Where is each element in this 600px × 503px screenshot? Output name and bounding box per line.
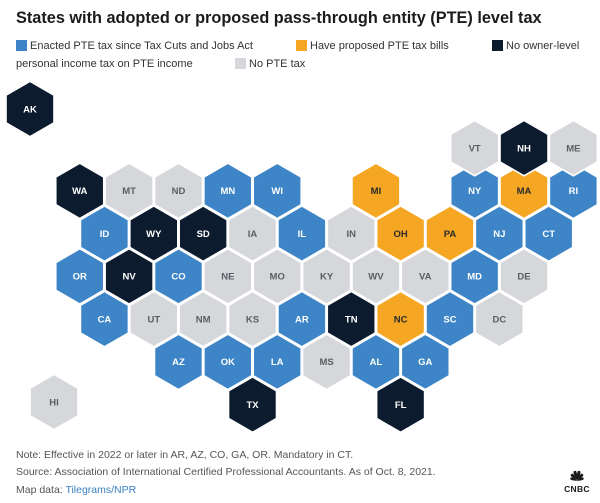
svg-text:NH: NH [517, 143, 531, 154]
svg-text:NE: NE [221, 272, 234, 283]
svg-text:MT: MT [122, 186, 136, 197]
svg-text:CO: CO [171, 272, 185, 283]
svg-text:HI: HI [49, 397, 59, 408]
svg-text:FL: FL [395, 400, 407, 411]
svg-text:RI: RI [569, 186, 579, 197]
svg-text:VT: VT [469, 143, 481, 154]
svg-text:CA: CA [98, 314, 112, 325]
svg-text:AR: AR [295, 314, 309, 325]
svg-text:WI: WI [271, 186, 283, 197]
svg-text:NY: NY [468, 186, 482, 197]
svg-text:TN: TN [345, 314, 358, 325]
svg-text:MS: MS [319, 357, 333, 368]
svg-text:TX: TX [246, 400, 259, 411]
svg-text:OH: OH [393, 229, 407, 240]
svg-text:LA: LA [271, 357, 284, 368]
svg-text:NV: NV [123, 272, 137, 283]
svg-text:NM: NM [196, 314, 211, 325]
svg-text:SD: SD [197, 229, 210, 240]
svg-text:IN: IN [347, 229, 357, 240]
svg-text:KY: KY [320, 272, 334, 283]
svg-text:MA: MA [517, 186, 532, 197]
svg-text:MI: MI [371, 186, 382, 197]
svg-text:ID: ID [100, 229, 110, 240]
svg-text:AL: AL [370, 357, 383, 368]
svg-text:AK: AK [23, 104, 37, 115]
svg-text:GA: GA [418, 357, 432, 368]
svg-text:OK: OK [221, 357, 235, 368]
svg-text:MO: MO [270, 272, 285, 283]
svg-text:IL: IL [298, 229, 307, 240]
svg-text:ME: ME [566, 143, 580, 154]
svg-text:UT: UT [147, 314, 160, 325]
svg-text:PA: PA [444, 229, 457, 240]
svg-text:NJ: NJ [493, 229, 505, 240]
svg-text:CT: CT [542, 229, 555, 240]
svg-text:MD: MD [467, 272, 482, 283]
svg-text:NC: NC [394, 314, 408, 325]
svg-text:DE: DE [517, 272, 530, 283]
svg-text:MN: MN [220, 186, 235, 197]
svg-text:DC: DC [492, 314, 506, 325]
svg-text:KS: KS [246, 314, 259, 325]
svg-text:WA: WA [72, 186, 87, 197]
svg-text:VA: VA [419, 272, 432, 283]
svg-text:OR: OR [73, 272, 87, 283]
svg-text:AZ: AZ [172, 357, 185, 368]
svg-text:IA: IA [248, 229, 258, 240]
svg-text:WY: WY [146, 229, 162, 240]
svg-text:SC: SC [443, 314, 456, 325]
svg-text:ND: ND [172, 186, 186, 197]
svg-text:WV: WV [368, 272, 384, 283]
svg-text:CNBC: CNBC [564, 484, 590, 494]
